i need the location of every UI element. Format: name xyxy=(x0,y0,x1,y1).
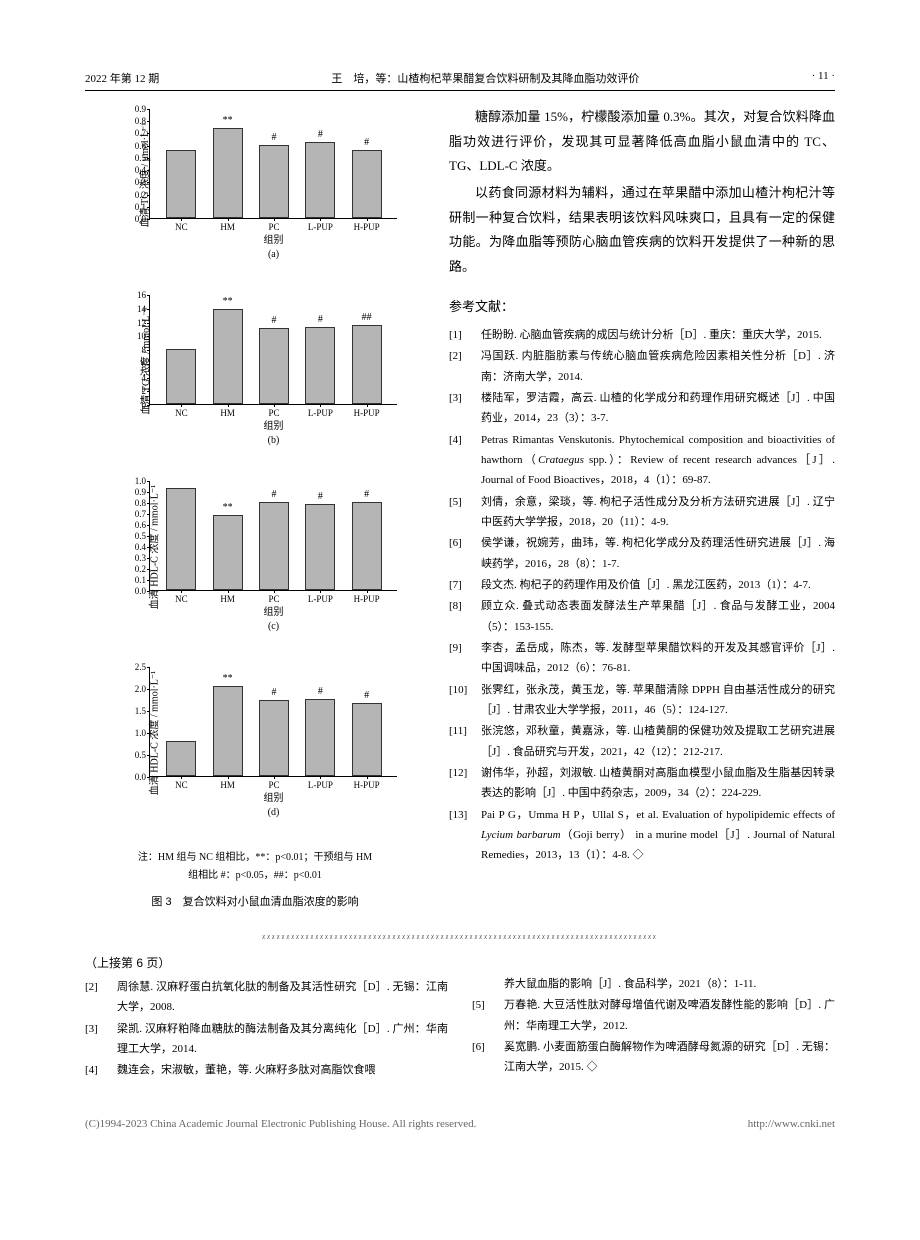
reference-item: [6]奚宽鹏. 小麦面筋蛋白酶解物作为啤酒酵母氮源的研究［D］. 无锡：江南大学… xyxy=(472,1037,835,1078)
reference-item: [1]任盼盼. 心脑血管疾病的成因与统计分析［D］. 重庆：重庆大学，2015. xyxy=(449,325,835,345)
bar xyxy=(213,309,243,404)
paragraph: 糖醇添加量 15%，柠檬酸添加量 0.3%。其次，对复合饮料降血脂功效进行评价，… xyxy=(449,105,835,179)
reference-item: [9]李杏，孟岳成，陈杰，等. 发酵型苹果醋饮料的开发及其感官评价［J］. 中国… xyxy=(449,638,835,679)
reference-item: [2]周徐慧. 汉麻籽蛋白抗氧化肽的制备及其活性研究［D］. 无锡：江南大学，2… xyxy=(85,977,448,1018)
page-footer: (C)1994-2023 China Academic Journal Elec… xyxy=(85,1118,835,1130)
bar xyxy=(166,349,196,404)
reference-item: [11]张浣悠，邓秋童，黄嘉泳，等. 山楂黄酮的保健功效及提取工艺研究进展［J］… xyxy=(449,721,835,762)
bar xyxy=(305,327,335,404)
section-divider: ᵪᵪᵪᵪᵪᵪᵪᵪᵪᵪᵪᵪᵪᵪᵪᵪᵪᵪᵪᵪᵪᵪᵪᵪᵪᵪᵪᵪᵪᵪᵪᵪᵪᵪᵪᵪᵪᵪᵪᵪ… xyxy=(85,929,835,940)
header-title: 王 培，等：山楂枸杞苹果醋复合饮料研制及其降血脂功效评价 xyxy=(159,70,811,86)
reference-list: [1]任盼盼. 心脑血管疾病的成因与统计分析［D］. 重庆：重庆大学，2015.… xyxy=(449,325,835,866)
bar xyxy=(352,150,382,218)
reference-item: 养大鼠血脂的影响［J］. 食品科学，2021（8）：1-11. xyxy=(472,974,835,994)
left-column: 血清 TG 浓度 / μmol·L⁻¹0.00.10.20.30.40.50.6… xyxy=(85,105,425,909)
references-title: 参考文献： xyxy=(449,296,835,315)
bar-chart: 0.00.10.20.30.40.50.60.70.80.91.0NCHM**P… xyxy=(149,481,397,591)
reference-item: [6]侯学谦，祝婉芳，曲玮，等. 枸杞化学成分及药理活性研究进展［J］. 海峡药… xyxy=(449,533,835,574)
header-issue: 2022 年第 12 期 xyxy=(85,70,159,86)
bar-chart: 0.00.51.01.52.02.5NCHM**PC#L-PUP#H-PUP#组… xyxy=(149,667,397,777)
figure-title: 图 3 复合饮料对小鼠血清血脂浓度的影响 xyxy=(85,893,425,909)
footer-url: http://www.cnki.net xyxy=(748,1118,835,1130)
bar-chart: 0.00.10.20.30.40.50.60.70.80.9NCHM**PC#L… xyxy=(149,109,397,219)
reference-item: [13]Pai P G，Umma H P，Ullal S，et al. Eval… xyxy=(449,805,835,866)
reference-list: [2]周徐慧. 汉麻籽蛋白抗氧化肽的制备及其活性研究［D］. 无锡：江南大学，2… xyxy=(85,977,448,1081)
bar xyxy=(352,502,382,590)
bar xyxy=(352,325,382,404)
copyright: (C)1994-2023 China Academic Journal Elec… xyxy=(85,1118,476,1130)
bar xyxy=(259,145,289,218)
page-header: 2022 年第 12 期 王 培，等：山楂枸杞苹果醋复合饮料研制及其降血脂功效评… xyxy=(85,70,835,91)
reference-list: 养大鼠血脂的影响［J］. 食品科学，2021（8）：1-11.[5]万春艳. 大… xyxy=(472,974,835,1078)
bar xyxy=(166,741,196,776)
bar xyxy=(305,699,335,776)
reference-item: [8]顾立众. 叠式动态表面发酵法生产苹果醋［J］. 食品与发酵工业，2004（… xyxy=(449,596,835,637)
reference-item: [10]张霁红，张永茂，黄玉龙，等. 苹果醋清除 DPPH 自由基活性成分的研究… xyxy=(449,680,835,721)
bar xyxy=(213,515,243,590)
bar xyxy=(166,150,196,218)
reference-item: [3]楼陆军，罗洁霞，高云. 山楂的化学成分和药理作用研究概述［J］. 中国药业… xyxy=(449,388,835,429)
reference-item: [3]梁凯. 汉麻籽粕降血糖肽的酶法制备及其分离纯化［D］. 广州：华南理工大学… xyxy=(85,1019,448,1060)
reference-item: [12]谢伟华，孙超，刘淑敏. 山楂黄酮对高脂血模型小鼠血脂及生脂基因转录表达的… xyxy=(449,763,835,804)
chart-notes: 注：HM 组与 NC 组相比，**：p<0.01；干预组与 HM 组相比 #：p… xyxy=(85,849,425,885)
bar xyxy=(259,502,289,590)
bar xyxy=(213,128,243,218)
bar xyxy=(259,328,289,404)
bar xyxy=(166,488,196,590)
bar xyxy=(352,703,382,776)
reference-item: [7]段文杰. 枸杞子的药理作用及价值［J］. 黑龙江医药，2013（1）：4-… xyxy=(449,575,835,595)
reference-item: [5]刘倩，余意，梁琰，等. 枸杞子活性成分及分析方法研究进展［J］. 辽宁中医… xyxy=(449,492,835,533)
reference-item: [2]冯国跃. 内脏脂肪素与传统心脑血管疾病危险因素相关性分析［D］. 济南：济… xyxy=(449,346,835,387)
bar xyxy=(213,686,243,776)
bar xyxy=(305,504,335,590)
bar xyxy=(305,142,335,218)
continued-section: （上接第 6 页） [2]周徐慧. 汉麻籽蛋白抗氧化肽的制备及其活性研究［D］.… xyxy=(85,954,835,1082)
right-column: 糖醇添加量 15%，柠檬酸添加量 0.3%。其次，对复合饮料降血脂功效进行评价，… xyxy=(449,105,835,909)
continued-title: （上接第 6 页） xyxy=(85,954,448,971)
paragraph: 以药食同源材料为辅料，通过在苹果醋中添加山楂汁枸杞汁等研制一种复合饮料，结果表明… xyxy=(449,181,835,280)
bar-chart: 0246810121416NCHM**PC#L-PUP#H-PUP##组别(b) xyxy=(149,295,397,405)
reference-item: [4]Petras Rimantas Venskutonis. Phytoche… xyxy=(449,430,835,491)
reference-item: [5]万春艳. 大豆活性肽对酵母增值代谢及啤酒发酵性能的影响［D］. 广州：华南… xyxy=(472,995,835,1036)
bar xyxy=(259,700,289,776)
reference-item: [4]魏连会，宋淑敏，董艳，等. 火麻籽多肽对高脂饮食喂 xyxy=(85,1060,448,1080)
header-page: · 11 · xyxy=(812,70,835,86)
